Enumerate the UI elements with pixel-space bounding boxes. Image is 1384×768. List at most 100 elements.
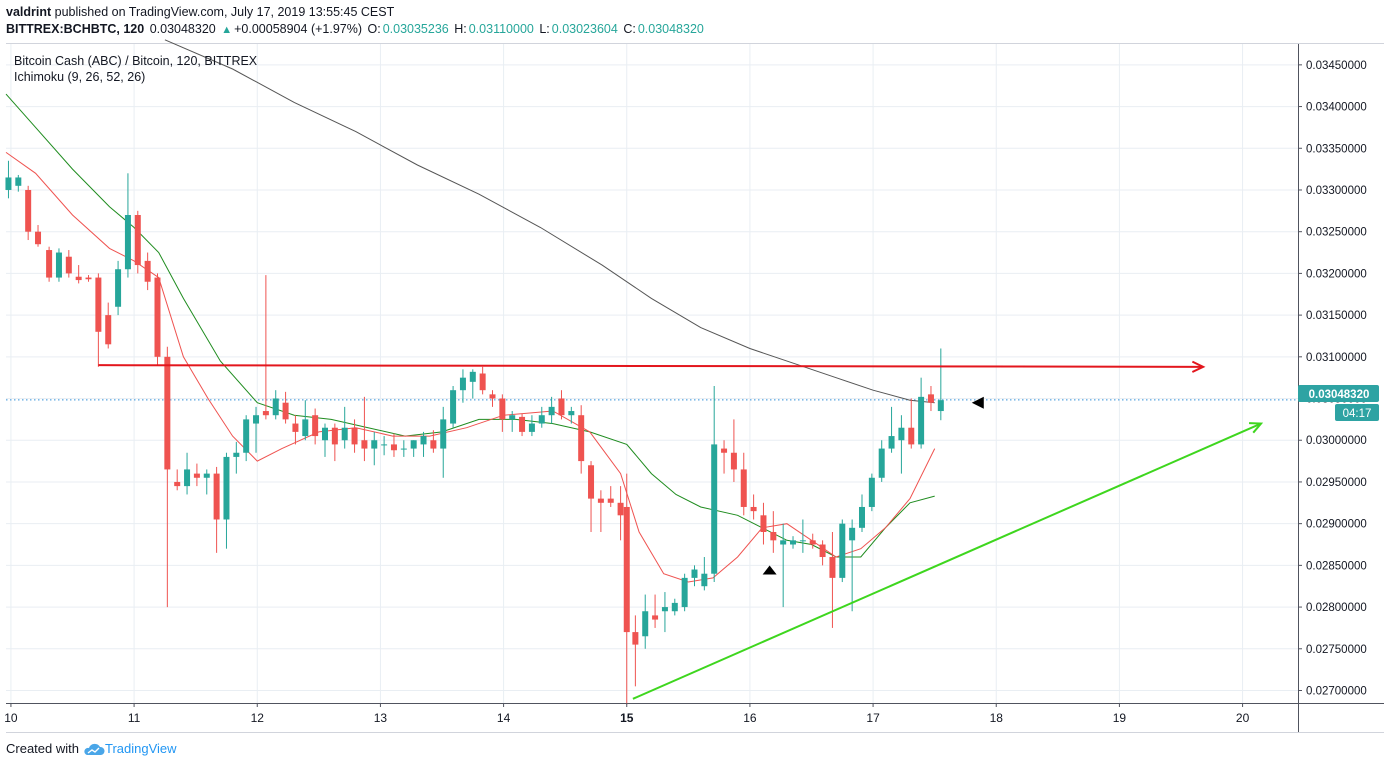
candle [420,431,427,457]
candles[interactable] [5,160,944,705]
candle-body [691,569,698,578]
candle-body [331,427,338,445]
candle [479,366,486,395]
candle-body [661,607,668,612]
candle-body [711,444,718,574]
candle-body [489,394,496,399]
candle [144,252,151,291]
candle [632,615,639,687]
candle [124,173,131,278]
candle [85,275,92,282]
candle [233,441,240,474]
chart-header: valdrint published on TradingView.com, J… [6,4,706,39]
close-label: C: [623,22,636,36]
candle [849,519,856,612]
candle-body [115,269,122,307]
candle-body [203,473,210,478]
legend-indicator[interactable]: Ichimoku (9, 26, 52, 26) [14,70,146,84]
candle-body [671,602,678,612]
candle-body [740,469,747,507]
candle-body [538,415,545,424]
candle-body [371,440,378,449]
brand-name: TradingView [104,741,177,756]
candle [35,225,42,247]
arrow-marker-up [762,565,777,575]
candle-body [721,448,728,453]
price-tick-label: 0.03450000 [1306,60,1367,72]
candle [302,400,309,441]
candle-body [937,400,944,412]
price-tick-label: 0.03400000 [1306,102,1367,114]
candle [908,398,915,449]
candle [65,250,72,278]
candle [331,423,338,462]
candle [750,494,757,520]
candle [115,260,122,316]
candle-body [790,540,797,545]
candle [839,519,846,583]
candle [509,411,516,432]
candle [617,486,624,541]
candle-body [213,473,220,520]
candle [937,348,944,421]
candle [282,391,289,424]
candle-body [829,557,836,578]
price-change: +0.00058904 (+1.97%) [234,22,363,36]
candle-body [730,452,737,470]
candle-body [5,177,12,190]
candle [918,377,925,449]
candle [799,519,806,553]
candle-body [819,544,826,558]
candle-body [35,231,42,245]
publish-info: published on TradingView.com, July 17, 2… [54,5,395,19]
time-axis[interactable]: 10 11 12 13 14 15 16 17 18 19 20 [4,703,1250,725]
candle [243,415,250,462]
candle [440,406,447,478]
candle-body [558,398,565,416]
created-with-text: Created with [6,741,79,756]
moving-average-line [164,39,935,404]
candle-body [124,215,131,270]
candle [361,396,368,462]
support-trendline-path [632,422,1262,700]
time-tick-label: 20 [1236,711,1250,725]
candle-body [519,416,526,432]
candle-body [849,527,856,541]
candle-body [528,423,535,432]
candle [253,406,260,453]
candle [203,469,210,495]
candle [898,415,905,474]
ichimoku-lines [5,39,936,583]
candle-body [233,452,240,457]
candle [184,452,191,495]
last-price-label: 0.03048320 [1309,389,1370,401]
candle-body [681,577,688,608]
candle-body [607,498,614,503]
tradingview-logo[interactable]: TradingView [83,741,177,756]
candle [450,386,457,428]
candle-body [174,481,181,487]
candle [780,523,787,608]
time-tick-label: 16 [743,711,757,725]
author-name[interactable]: valdrint [6,5,52,19]
grid-lines [6,44,1298,703]
candle [770,511,777,553]
candle-body [440,419,447,449]
candle [469,369,476,399]
close-value: 0.03048320 [637,22,704,36]
kijun-line [5,93,935,558]
last-price-box [1298,385,1379,402]
trendlines[interactable] [98,360,1264,700]
candle-body [193,473,200,478]
candle [499,394,506,432]
candle [213,466,220,553]
candle-body [134,215,141,266]
price-axis[interactable]: 0.02700000 0.02750000 0.02800000 0.02850000… [1298,60,1367,698]
publish-line: valdrint published on TradingView.com, J… [6,4,706,21]
arrow-marker-left [971,396,984,409]
candle-body [799,540,806,542]
countdown-label: 04:17 [1343,408,1372,420]
candle [819,540,826,566]
candle [489,390,496,407]
